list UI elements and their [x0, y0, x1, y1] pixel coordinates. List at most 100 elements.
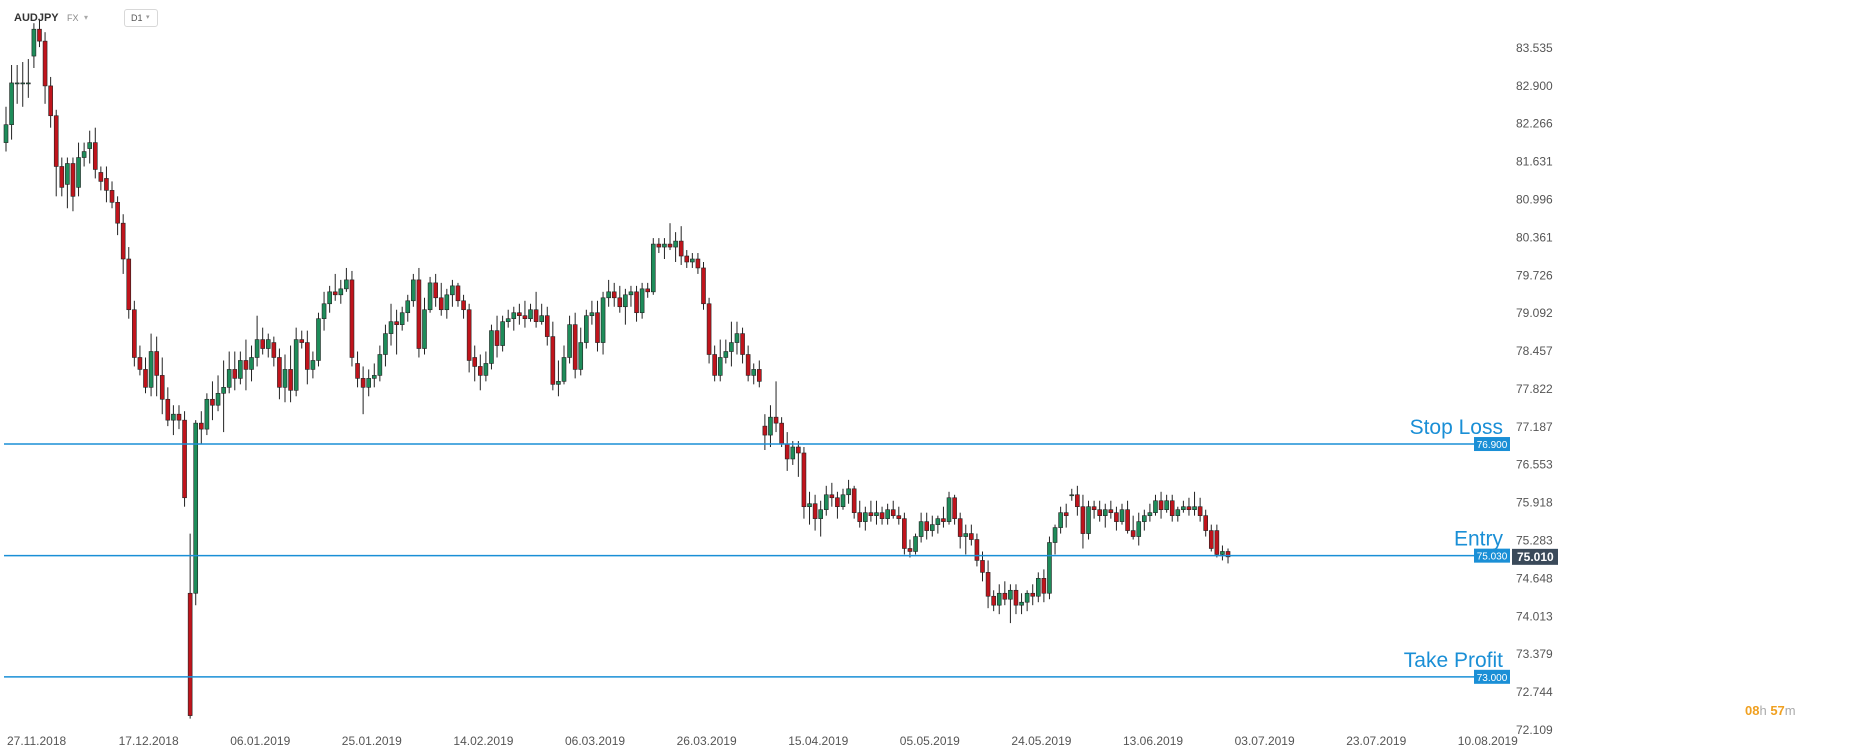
candle	[1119, 503, 1125, 525]
candle	[1142, 509, 1147, 531]
candle	[126, 247, 132, 319]
candle	[684, 250, 690, 268]
candle	[1097, 500, 1102, 522]
candle	[991, 590, 996, 612]
candle	[466, 303, 472, 373]
current-price-bg	[1512, 548, 1558, 565]
candle-body	[678, 240, 684, 257]
candle	[349, 270, 355, 367]
candle-body	[371, 375, 377, 379]
take-profit-tag: 73.000	[1477, 673, 1508, 684]
price-tick-label: 81.631	[1516, 155, 1553, 169]
candle-body	[1091, 506, 1097, 510]
candle-body	[935, 518, 941, 525]
symbol-label[interactable]: AUDJPY	[14, 12, 59, 24]
candle	[433, 273, 438, 307]
candle	[199, 411, 204, 445]
candle	[567, 315, 572, 364]
candle	[969, 524, 974, 546]
candle-body	[1086, 506, 1091, 534]
candle-body	[1114, 512, 1119, 522]
candle-body	[483, 363, 489, 376]
candle-body	[104, 178, 109, 191]
candle-body	[522, 315, 528, 319]
candle	[662, 238, 667, 259]
price-tick-label: 77.822	[1516, 382, 1553, 396]
candle-body	[126, 258, 132, 311]
candle	[740, 327, 745, 364]
candle	[377, 345, 383, 382]
candle	[98, 166, 104, 191]
candle	[37, 20, 42, 48]
candle-body	[65, 163, 70, 185]
date-tick-label: 17.12.2018	[119, 734, 179, 748]
candle	[327, 285, 332, 313]
candle-body	[14, 82, 20, 85]
candle-body	[840, 494, 846, 508]
candle	[533, 291, 539, 328]
candle-body	[996, 592, 1002, 606]
candle	[1181, 500, 1186, 513]
candle-body	[734, 333, 740, 343]
market-label[interactable]: FX	[67, 13, 79, 23]
candle-body	[332, 291, 338, 296]
candle	[1175, 506, 1181, 522]
candle-body	[1024, 592, 1030, 603]
candle	[383, 324, 388, 367]
candle-body	[723, 351, 729, 358]
candle-body	[76, 157, 81, 188]
candle	[1125, 500, 1130, 534]
candle-body	[81, 151, 87, 158]
candle	[221, 360, 226, 433]
candle-body	[444, 294, 450, 311]
candle-body	[611, 291, 617, 299]
candle-body	[539, 315, 544, 322]
candle-body	[823, 494, 829, 510]
candle-body	[360, 378, 366, 388]
timeframe-dropdown[interactable]: D1 ▾	[124, 9, 158, 27]
candle-body	[271, 342, 277, 358]
candle-body	[59, 166, 65, 188]
candle-body	[226, 369, 232, 388]
candle	[215, 375, 221, 412]
candle	[829, 482, 835, 507]
candle	[511, 306, 517, 331]
candle	[271, 336, 277, 367]
candle	[494, 315, 500, 358]
candle-body	[288, 369, 293, 391]
candle-body	[890, 509, 896, 516]
candle	[846, 479, 851, 504]
candle	[1197, 497, 1203, 522]
candle	[751, 363, 757, 385]
chevron-down-icon[interactable]: ▾	[84, 13, 89, 22]
candle-body	[171, 413, 176, 421]
candle-body	[1069, 494, 1075, 497]
date-tick-label: 26.03.2019	[677, 734, 737, 748]
candle-body	[1013, 589, 1019, 606]
candle	[120, 214, 126, 274]
candle-body	[505, 318, 511, 322]
candle	[115, 196, 120, 236]
candle-body	[20, 82, 26, 85]
candle	[154, 336, 159, 397]
candle-body	[528, 309, 533, 319]
candle	[773, 381, 779, 433]
candle	[416, 267, 422, 358]
candle	[617, 285, 623, 313]
candle	[734, 321, 740, 355]
candle	[539, 303, 544, 325]
candle-body	[835, 497, 840, 508]
candle	[176, 405, 182, 430]
candle	[1192, 491, 1197, 516]
candle	[1169, 494, 1175, 522]
candle	[293, 327, 299, 397]
candle-body	[779, 422, 784, 445]
time-axis: 27.11.2018 17.12.2018 06.01.2019 25.01.2019…	[7, 734, 1518, 748]
candle-body	[1153, 500, 1158, 513]
candle	[628, 285, 634, 307]
candle	[1153, 494, 1158, 516]
candle	[388, 303, 394, 346]
candle	[879, 506, 885, 525]
candle-body	[1203, 515, 1208, 531]
